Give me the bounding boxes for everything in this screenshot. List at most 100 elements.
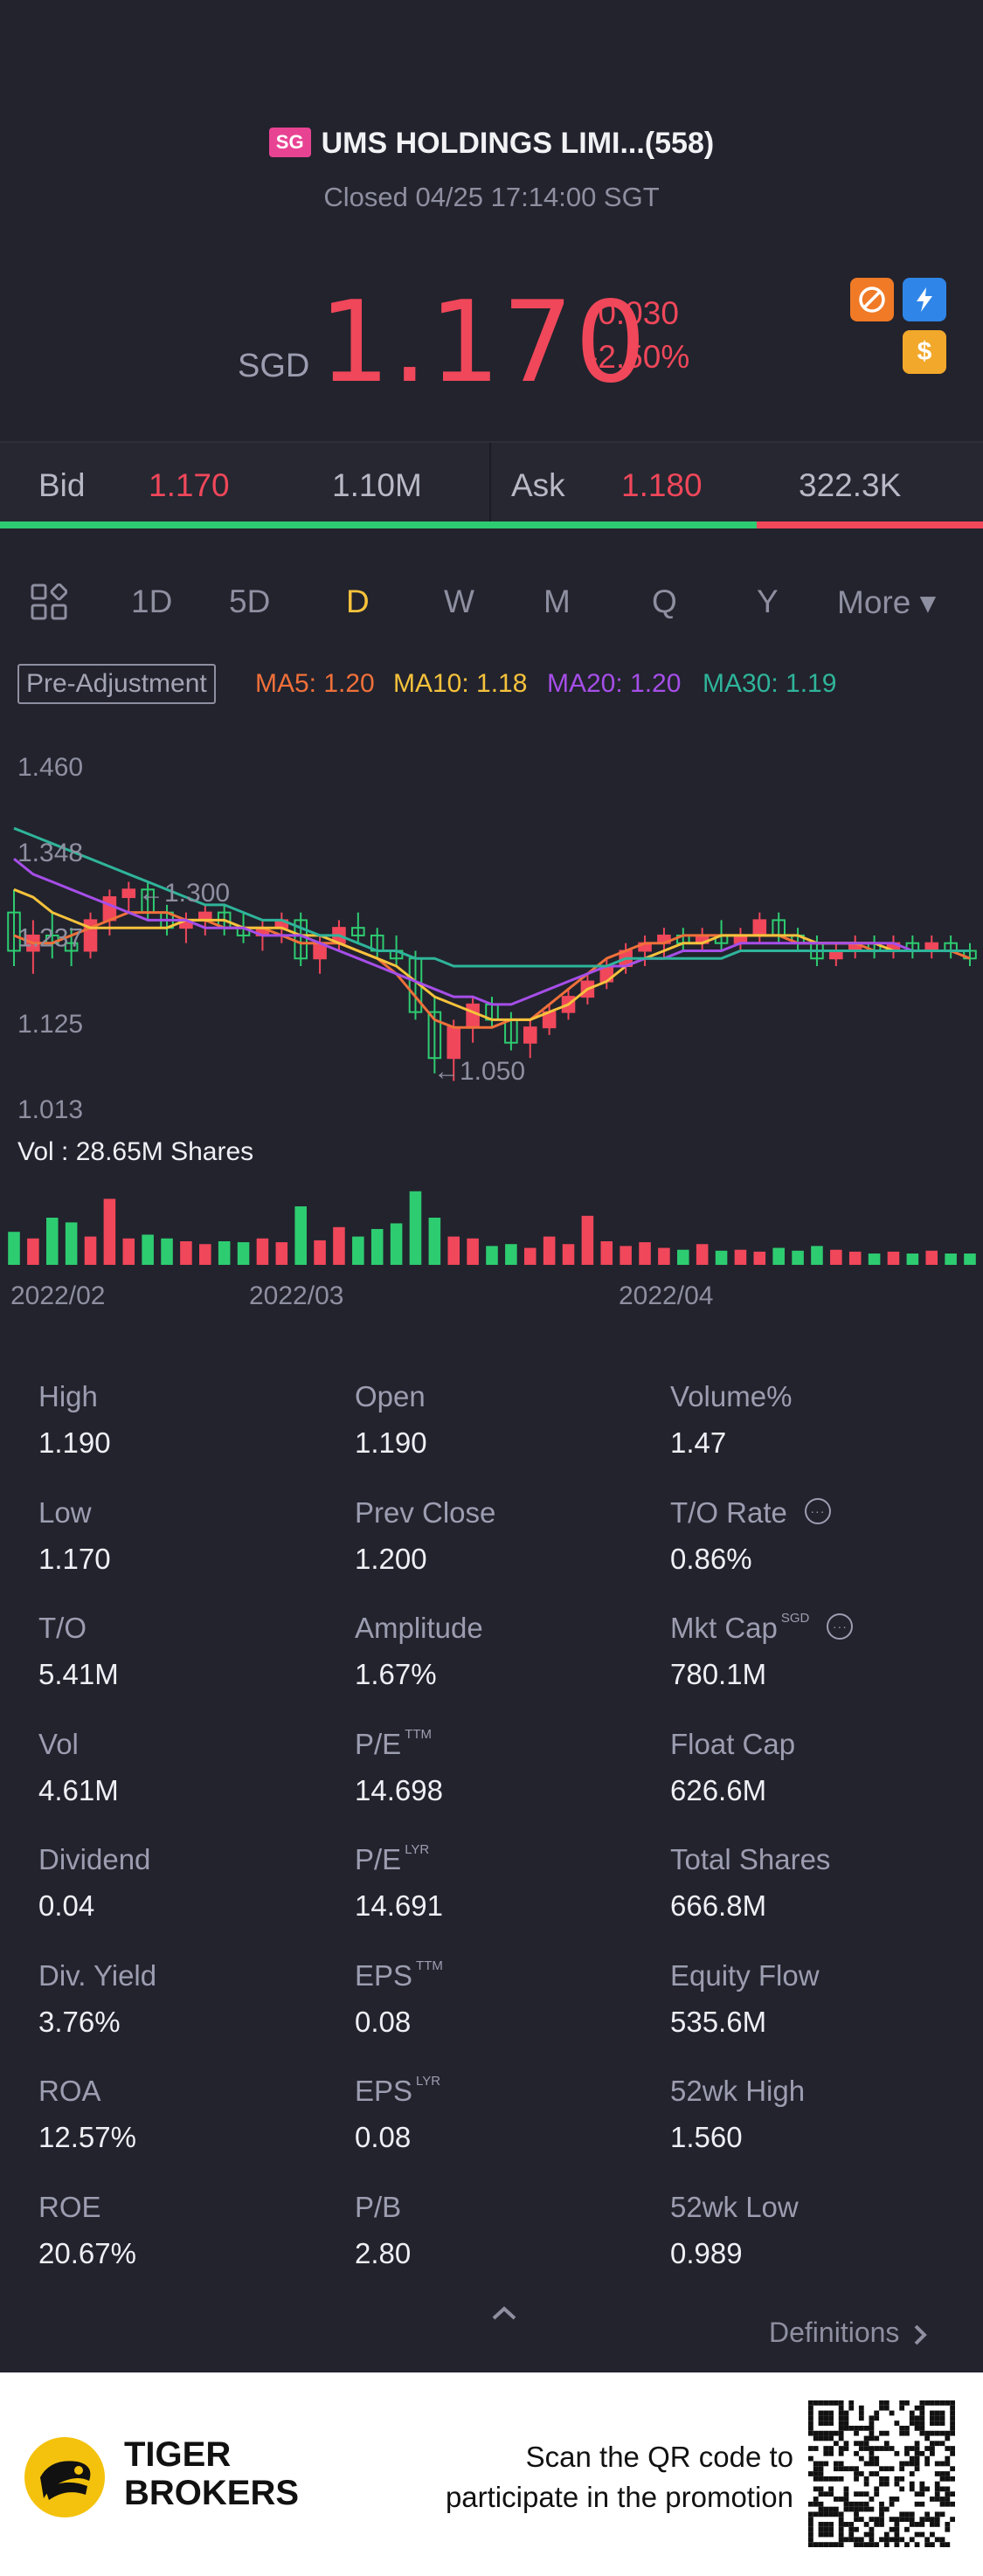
tab-m[interactable]: M	[543, 584, 571, 619]
volume-bar	[734, 1249, 747, 1265]
brand-name: TIGER BROKERS	[124, 2435, 299, 2512]
stat-label: Low	[38, 1496, 92, 1530]
tab-d[interactable]: D	[346, 584, 370, 619]
stat-label-text: P/E	[355, 1843, 402, 1875]
volume-bar	[753, 1251, 766, 1265]
ma10-line	[13, 887, 970, 1021]
stat-label: EPS LYR	[355, 2074, 441, 2108]
stat-label: EPS TTM	[355, 1958, 443, 1992]
volume-bar	[409, 1191, 422, 1265]
chevron-right-icon	[914, 2324, 928, 2345]
volume-bar	[390, 1223, 403, 1265]
stat-label: 52wk High	[670, 2075, 805, 2108]
stat-value: 1.47	[670, 1426, 727, 1459]
tab-more[interactable]: More ▾	[837, 584, 937, 620]
volume-bar	[887, 1251, 900, 1265]
volume-bar	[505, 1244, 517, 1265]
no-shorting-icon[interactable]	[850, 278, 894, 321]
tab-5d[interactable]: 5D	[229, 584, 271, 619]
volume-bar	[658, 1247, 670, 1265]
volume-bar	[218, 1241, 231, 1265]
stat-value: 1.170	[38, 1542, 111, 1575]
candle-body	[7, 911, 21, 952]
volume-bar	[447, 1236, 460, 1265]
volume-bar	[142, 1234, 154, 1265]
stat-superscript: TTM	[405, 1726, 433, 1742]
brand-line-2: BROKERS	[124, 2474, 300, 2512]
stat-value: 0.08	[355, 2121, 412, 2153]
stat-label: Dividend	[38, 1843, 150, 1876]
collapse-chevron-icon[interactable]	[491, 2304, 517, 2326]
y-tick-label: 1.013	[17, 1095, 83, 1124]
volume-bar	[543, 1236, 556, 1265]
volume-bar	[122, 1238, 135, 1265]
ask-price: 1.180	[621, 467, 703, 503]
volume-bar	[906, 1253, 919, 1265]
candle-body	[294, 919, 308, 960]
brand-line-1: TIGER	[124, 2435, 232, 2474]
definitions-link[interactable]: Definitions	[769, 2317, 928, 2349]
volume-bar	[848, 1251, 862, 1265]
bid-ask-bar[interactable]: Bid 1.170 1.10M Ask 1.180 322.3K	[0, 441, 983, 527]
pre-adjustment-button[interactable]: Pre-Adjustment	[17, 664, 216, 704]
stat-label-text: T/O	[38, 1612, 87, 1644]
dollar-icon[interactable]: $	[903, 330, 946, 374]
volume-bar	[925, 1250, 938, 1265]
volume-bar	[811, 1246, 823, 1265]
ma5-label: MA5: 1.20	[255, 669, 375, 698]
price-change: -0.030	[587, 295, 679, 331]
layout-grid-icon[interactable]	[31, 583, 68, 620]
stat-label: ROA	[38, 2075, 101, 2108]
stat-value: 535.6M	[670, 2005, 767, 2038]
stat-superscript: LYR	[416, 2074, 441, 2089]
ask-size: 322.3K	[799, 467, 902, 503]
ask-volume-bar	[757, 521, 983, 528]
tab-1d[interactable]: 1D	[131, 584, 173, 619]
volume-bar	[772, 1247, 785, 1265]
volume-bar	[715, 1250, 728, 1265]
volume-bar	[792, 1250, 804, 1265]
info-icon[interactable]: ···	[827, 1613, 854, 1640]
volume-bar	[581, 1215, 594, 1265]
tiger-logo-icon	[24, 2437, 105, 2517]
stat-label-text: Volume%	[670, 1380, 793, 1412]
stat-label: Mkt Cap SGD ···	[670, 1611, 854, 1645]
market-badge: SG	[268, 128, 311, 158]
stat-value: 626.6M	[670, 1773, 767, 1806]
stat-value: 780.1M	[670, 1658, 767, 1690]
stat-value: 5.41M	[38, 1658, 119, 1690]
stat-label-text: 52wk Low	[670, 2190, 799, 2223]
stat-label-text: Prev Close	[355, 1495, 496, 1529]
stat-superscript: SGD	[780, 1611, 810, 1626]
stat-label: Vol	[38, 1728, 79, 1761]
candle-body	[523, 1026, 537, 1044]
volume-bar	[964, 1253, 976, 1265]
volume-bar	[486, 1246, 498, 1265]
stat-label-text: High	[38, 1380, 98, 1412]
candle-body	[466, 1003, 480, 1029]
x-axis-label: 2022/02	[10, 1281, 105, 1310]
stat-label-text: EPS	[355, 1958, 413, 1992]
promo-line-1: Scan the QR code to	[525, 2441, 793, 2473]
info-icon[interactable]: ···	[804, 1497, 831, 1524]
tab-w[interactable]: W	[444, 584, 474, 619]
stat-value: 1.190	[38, 1426, 111, 1459]
tab-y[interactable]: Y	[757, 584, 779, 619]
stat-value: 3.76%	[38, 2005, 121, 2038]
stat-value: 666.8M	[670, 1889, 767, 1922]
stat-label: Total Shares	[670, 1843, 830, 1876]
ma20-line	[13, 858, 970, 1006]
flash-icon[interactable]	[903, 278, 946, 321]
volume-bar	[256, 1238, 269, 1265]
volume-bar	[868, 1253, 881, 1265]
stat-label: Volume%	[670, 1380, 792, 1413]
ask-label: Ask	[511, 467, 565, 503]
ma30-label: MA30: 1.19	[703, 669, 837, 698]
stat-value: 1.190	[355, 1426, 427, 1459]
stat-label-text: Equity Flow	[670, 1958, 820, 1992]
tab-q[interactable]: Q	[652, 584, 677, 619]
volume-bar	[8, 1232, 20, 1265]
stat-label-text: T/O Rate	[670, 1495, 787, 1529]
stat-label-text: Open	[355, 1380, 426, 1412]
